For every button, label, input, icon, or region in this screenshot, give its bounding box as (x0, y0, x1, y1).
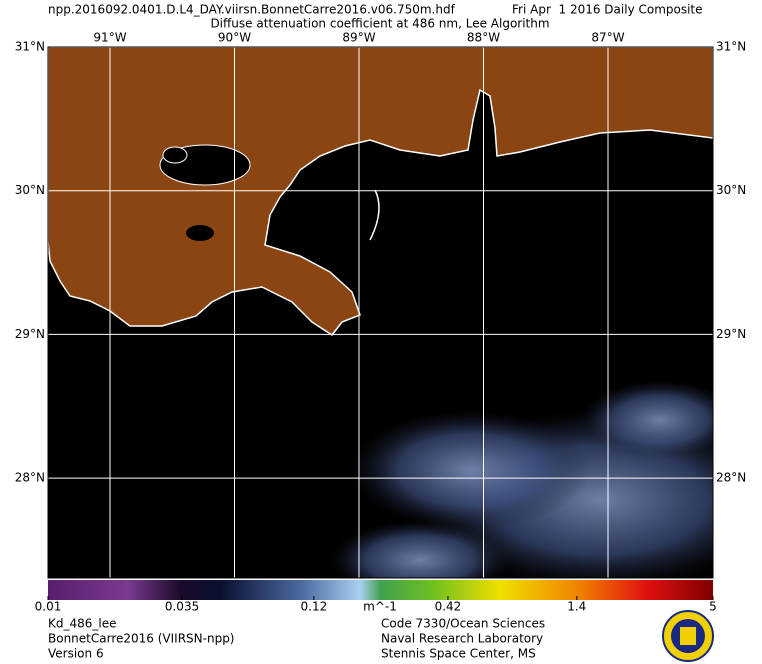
lat-label: 31°N (716, 40, 746, 54)
lat-label: 29°N (15, 327, 45, 341)
filename: npp.2016092.0401.D.L4_DAY.viirsn.BonnetC… (48, 3, 456, 17)
lat-label: 28°N (15, 471, 45, 485)
turbid-water (350, 410, 590, 530)
lat-label: 30°N (716, 183, 746, 197)
colorbar-tick-label: 1.4 (567, 600, 586, 614)
nrl-logo (662, 610, 714, 662)
lat-label: 28°N (716, 471, 746, 485)
map-area (48, 47, 713, 578)
lat-label: 29°N (716, 327, 746, 341)
lake-maurepas (162, 146, 188, 164)
lon-label: 88°W (467, 31, 500, 45)
colorbar-tick-label: 0.01 (35, 600, 62, 614)
colorbar (48, 580, 713, 600)
turbid-water (580, 380, 713, 460)
colorbar-tick-label: 0.035 (165, 600, 199, 614)
lake (186, 225, 214, 241)
footer-left: Kd_486_lee (48, 617, 117, 631)
lon-label: 90°W (218, 31, 251, 45)
chandeleur-islands (369, 189, 380, 241)
product-title: Diffuse attenuation coefficient at 486 n… (210, 17, 549, 31)
footer-right: Stennis Space Center, MS (381, 647, 536, 661)
lon-label: 91°W (93, 31, 126, 45)
map-frame (47, 46, 714, 579)
lat-label: 30°N (15, 183, 45, 197)
lon-label: 89°W (342, 31, 375, 45)
footer-right: Naval Research Laboratory (381, 632, 543, 646)
colorbar-tick-label: 5 (709, 600, 717, 614)
footer-right: Code 7330/Ocean Sciences (381, 617, 545, 631)
lon-label: 87°W (591, 31, 624, 45)
colorbar-tick-label: 0.42 (435, 600, 462, 614)
footer-left: BonnetCarre2016 (VIIRSN-npp) (48, 632, 235, 646)
date: Fri Apr 1 2016 Daily Composite (512, 3, 703, 17)
footer-left: Version 6 (48, 647, 104, 661)
land (48, 47, 713, 337)
lat-label: 31°N (15, 40, 45, 54)
colorbar-tick-label: 0.12 (301, 600, 328, 614)
turbid-water (330, 520, 510, 578)
colorbar-unit: m^-1 (363, 600, 397, 614)
